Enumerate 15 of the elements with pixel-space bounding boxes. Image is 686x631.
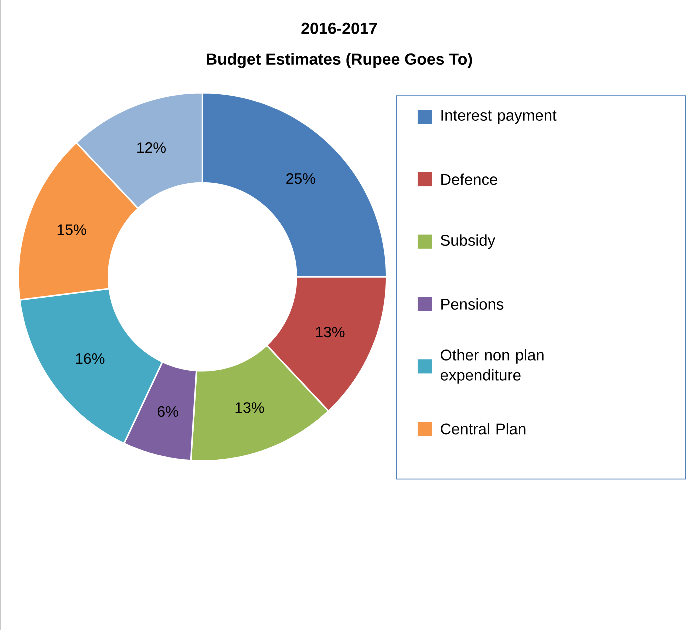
chart-title: 2016-2017 [302,23,378,34]
data-label: 25% [286,174,316,184]
data-label: 13% [236,402,264,414]
legend-label: Interest payment [442,110,557,124]
data-label: 15% [58,224,86,236]
data-label: 6% [158,406,178,418]
chart-subtitle: Budget Estimates (Rupee Goes To) [207,53,472,68]
legend-label: Subsidy [441,234,496,250]
data-label: 13% [316,327,345,338]
legend-label: Central Plan [441,423,526,435]
legend-label: Pensions [442,298,504,310]
data-label: 12% [138,142,166,154]
legend-label: Other non plan expenditure [440,350,544,384]
legend-label: Defence [442,174,498,186]
data-label: 16% [76,354,105,364]
